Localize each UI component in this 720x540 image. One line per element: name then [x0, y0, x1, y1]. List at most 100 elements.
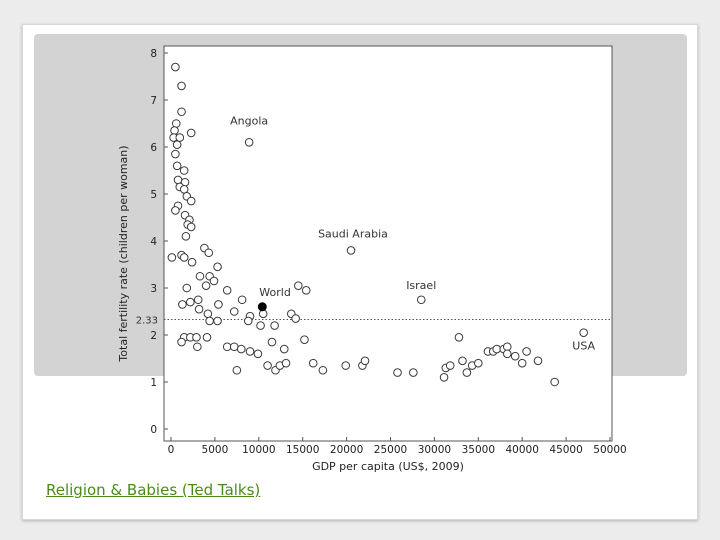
data-point	[256, 321, 265, 330]
saudi-arabia-label: Saudi Arabia	[318, 227, 388, 240]
data-point	[209, 276, 219, 286]
world-label: World	[259, 286, 291, 299]
israel-label: Israel	[406, 279, 436, 292]
data-point	[502, 342, 512, 352]
data-point	[173, 175, 183, 185]
reference-line-group: 2.33	[136, 315, 612, 326]
data-point	[281, 358, 291, 368]
data-point	[171, 119, 181, 128]
data-point	[318, 365, 328, 375]
y-tick-label: 5	[150, 189, 157, 201]
data-point	[301, 286, 311, 295]
data-point	[186, 297, 195, 307]
data-point	[204, 248, 214, 258]
data-point	[454, 333, 464, 342]
x-tick-label: 0	[168, 444, 175, 456]
data-point	[492, 344, 502, 354]
data-point	[171, 206, 180, 215]
data-point	[171, 62, 180, 72]
data-point	[214, 300, 223, 309]
data-point	[177, 337, 186, 347]
world-point	[257, 302, 267, 312]
data-point	[237, 295, 247, 305]
data-points	[167, 62, 588, 387]
data-point	[222, 286, 232, 295]
x-tick-label: 25000	[374, 444, 407, 456]
data-point	[172, 161, 182, 171]
x-tick-label: 10000	[242, 444, 275, 456]
y-axis-label: Total fertility rate (children per woman…	[117, 145, 130, 362]
data-point	[232, 365, 242, 375]
israel-point	[416, 295, 426, 305]
data-point	[203, 309, 213, 319]
data-point	[393, 368, 402, 377]
y-tick-label: 0	[150, 424, 157, 436]
data-point	[205, 316, 214, 326]
y-tick-label: 2	[150, 330, 157, 342]
data-point	[502, 349, 512, 359]
data-point	[170, 126, 179, 135]
usa-label: USA	[572, 340, 595, 353]
saudi-arabia-point	[346, 246, 356, 255]
data-point	[195, 271, 205, 281]
angola-point	[244, 138, 254, 147]
data-point	[171, 149, 180, 159]
data-point	[409, 368, 418, 377]
x-tick-label: 20000	[330, 444, 363, 456]
y-tick-label: 3	[150, 283, 157, 295]
data-point	[179, 166, 189, 175]
data-point	[177, 81, 186, 91]
data-point	[172, 140, 182, 149]
data-point	[178, 300, 187, 309]
data-point	[270, 321, 279, 330]
data-point	[253, 349, 263, 359]
data-point	[533, 356, 543, 366]
data-point	[193, 295, 203, 305]
data-point	[510, 351, 520, 361]
x-tick-label: 30000	[418, 444, 451, 456]
data-point	[182, 283, 192, 293]
data-point	[181, 232, 191, 241]
data-point	[236, 344, 246, 354]
data-point	[341, 361, 351, 370]
data-point	[177, 107, 186, 117]
data-point	[291, 314, 300, 323]
data-point	[201, 281, 211, 290]
data-point	[263, 361, 272, 370]
y-tick-label: 8	[150, 48, 157, 60]
data-point	[213, 262, 222, 272]
usa-point	[579, 328, 588, 337]
y-tick-label: 4	[150, 236, 157, 248]
data-point	[222, 342, 232, 352]
data-point	[175, 133, 185, 142]
y-tick-label: 6	[150, 142, 157, 154]
ted-talk-link[interactable]: Religion & Babies (Ted Talks)	[46, 481, 261, 499]
data-point	[360, 356, 370, 366]
data-point	[186, 196, 196, 206]
data-point	[308, 358, 318, 368]
data-point	[517, 358, 527, 368]
data-point	[213, 316, 222, 326]
x-tick-label: 15000	[286, 444, 319, 456]
x-axis-label: GDP per capita (US$, 2009)	[312, 460, 464, 473]
data-point	[167, 253, 177, 262]
data-point	[439, 373, 449, 382]
data-point	[300, 335, 309, 345]
point-labels: Angola Saudi Arabia Israel USA World	[230, 114, 595, 352]
data-point	[202, 333, 212, 342]
data-point	[445, 361, 455, 370]
y-tick-label: 1	[150, 377, 157, 389]
data-point	[279, 344, 289, 354]
data-point	[245, 347, 255, 356]
axis-ticks: 0 5000 10000 15000 20000 25000 30000 35000 40000…	[150, 48, 626, 456]
reference-line-label: 2.33	[136, 315, 158, 326]
data-point	[179, 253, 189, 262]
data-point	[229, 342, 239, 352]
data-point	[243, 316, 253, 326]
data-point	[462, 368, 472, 377]
data-point	[194, 304, 204, 314]
data-point	[550, 377, 559, 387]
plot-area	[163, 45, 613, 442]
data-point	[267, 337, 277, 347]
x-tick-label: 45000	[549, 444, 582, 456]
